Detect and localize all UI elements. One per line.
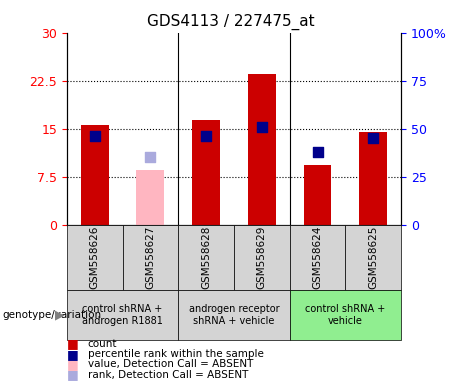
Point bbox=[202, 133, 210, 139]
Bar bbox=[304, 165, 331, 225]
Point bbox=[147, 154, 154, 161]
Text: GSM558627: GSM558627 bbox=[145, 225, 155, 289]
Bar bbox=[136, 170, 164, 225]
Text: rank, Detection Call = ABSENT: rank, Detection Call = ABSENT bbox=[88, 370, 248, 380]
Bar bbox=[359, 132, 387, 225]
Text: GSM558626: GSM558626 bbox=[90, 225, 100, 289]
Text: GSM558624: GSM558624 bbox=[313, 225, 323, 289]
Point bbox=[370, 135, 377, 141]
Bar bbox=[81, 126, 109, 225]
Text: ▶: ▶ bbox=[55, 308, 65, 321]
Text: ■: ■ bbox=[67, 348, 78, 361]
Text: ■: ■ bbox=[67, 358, 78, 371]
Text: GSM558628: GSM558628 bbox=[201, 225, 211, 289]
Text: percentile rank within the sample: percentile rank within the sample bbox=[88, 349, 264, 359]
Bar bbox=[192, 120, 220, 225]
Point bbox=[314, 149, 321, 155]
Text: value, Detection Call = ABSENT: value, Detection Call = ABSENT bbox=[88, 359, 253, 369]
Point bbox=[91, 133, 98, 139]
Text: androgen receptor
shRNA + vehicle: androgen receptor shRNA + vehicle bbox=[189, 304, 279, 326]
Text: control shRNA +
androgen R1881: control shRNA + androgen R1881 bbox=[82, 304, 163, 326]
Text: count: count bbox=[88, 339, 117, 349]
Text: control shRNA +
vehicle: control shRNA + vehicle bbox=[305, 304, 385, 326]
Text: ■: ■ bbox=[67, 337, 78, 350]
Text: genotype/variation: genotype/variation bbox=[2, 310, 101, 320]
Text: GSM558625: GSM558625 bbox=[368, 225, 378, 289]
Bar bbox=[248, 74, 276, 225]
Text: ■: ■ bbox=[67, 368, 78, 381]
Text: GDS4113 / 227475_at: GDS4113 / 227475_at bbox=[147, 13, 314, 30]
Point bbox=[258, 124, 266, 130]
Text: GSM558629: GSM558629 bbox=[257, 225, 267, 289]
